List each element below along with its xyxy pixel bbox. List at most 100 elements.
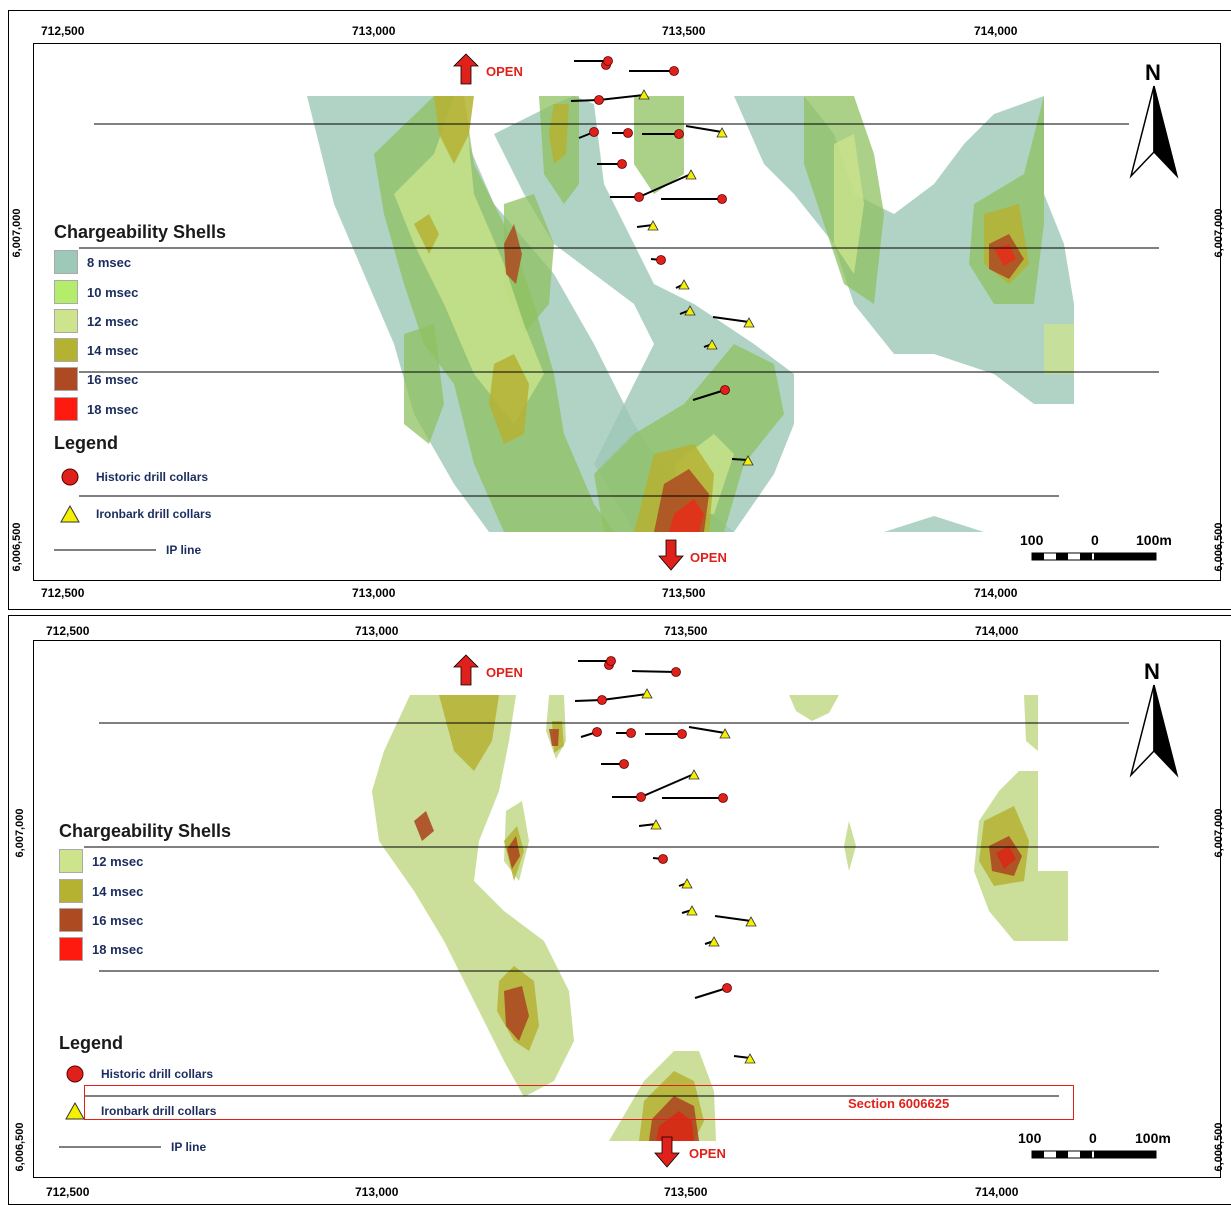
y-tick-left-2: 6,006,500 <box>11 522 23 572</box>
shells-title-top: Chargeability Shells <box>54 222 227 242</box>
section-outline <box>84 1085 1074 1120</box>
shell-label: 12 msec <box>87 313 139 329</box>
shell-row-bottom: 12 msec <box>59 849 143 873</box>
scale-mid-label-top: 0 <box>1091 532 1099 548</box>
shell-label: 10 msec <box>87 284 139 300</box>
section-label: Section 6006625 <box>848 1096 950 1111</box>
historic-collars-top <box>589 56 730 395</box>
legend-ironbark-icon <box>60 504 80 523</box>
x-tick-bottom-4: 714,000 <box>975 1185 1019 1199</box>
shell-row-top: 12 msec <box>54 309 138 333</box>
shell-label: 18 msec <box>92 941 144 957</box>
shell-row-bottom: 18 msec <box>59 937 143 961</box>
north-arrow-icon <box>1129 85 1179 179</box>
shell-18msec-bottom <box>656 846 1016 1141</box>
scale-mid-label-bottom: 0 <box>1089 1130 1097 1146</box>
x-tick-top-2: 713,000 <box>352 24 396 38</box>
map-panel-top: 712,500 713,000 713,500 714,000 712,500 … <box>8 10 1231 610</box>
scale-bar-top <box>1031 552 1157 561</box>
map-frame-bottom: Section 6006625 OPEN OPEN N 100 0 100m C… <box>33 640 1221 1178</box>
x-tick-top-2: 713,000 <box>355 624 399 638</box>
shell-swatch <box>59 879 83 903</box>
open-arrow-south-top <box>658 539 684 571</box>
shell-swatch <box>54 309 78 333</box>
shells-title-bottom: Chargeability Shells <box>59 821 232 841</box>
shell-label: 18 msec <box>87 401 139 417</box>
shell-label: 14 msec <box>87 342 139 358</box>
y-tick-left-1: 6,007,000 <box>14 808 26 858</box>
open-arrow-north-top <box>453 53 479 85</box>
y-tick-left-1: 6,007,000 <box>11 208 23 258</box>
shell-swatch <box>54 250 78 274</box>
legend-ipline-label-bottom: IP line <box>171 1140 207 1154</box>
scale-left-label-top: 100 <box>1020 532 1044 548</box>
x-tick-top-4: 714,000 <box>974 24 1018 38</box>
legend-title-bottom: Legend <box>59 1033 124 1053</box>
legend-ipline-label-top: IP line <box>166 543 202 557</box>
map-canvas-top <box>54 53 1179 571</box>
scale-right-label-top: 100m <box>1136 532 1172 548</box>
x-tick-top-3: 713,500 <box>664 624 708 638</box>
map-panel-bottom: 712,500 713,000 713,500 714,000 712,500 … <box>8 615 1231 1205</box>
open-arrow-south-bottom <box>654 1136 680 1168</box>
shell-row-top: 18 msec <box>54 397 138 421</box>
legend-historic-label-bottom: Historic drill collars <box>101 1067 214 1081</box>
x-tick-top-1: 712,500 <box>41 24 85 38</box>
open-label-north-top: OPEN <box>486 64 523 79</box>
shell-swatch <box>54 280 78 304</box>
legend-ironbark-icon <box>65 1101 85 1120</box>
north-arrow-icon <box>1129 684 1179 778</box>
open-arrow-north-bottom <box>453 654 479 686</box>
map-canvas-bottom <box>59 654 1179 1168</box>
x-tick-bottom-1: 712,500 <box>46 1185 90 1199</box>
shell-swatch <box>54 397 78 421</box>
x-tick-top-4: 714,000 <box>975 624 1019 638</box>
shell-row-bottom: 14 msec <box>59 879 143 903</box>
y-tick-left-2: 6,006,500 <box>14 1122 26 1172</box>
x-tick-bottom-4: 714,000 <box>974 586 1018 600</box>
x-tick-top-3: 713,500 <box>662 24 706 38</box>
x-tick-bottom-3: 713,500 <box>662 586 706 600</box>
open-label-south-top: OPEN <box>690 550 727 565</box>
open-label-south-bottom: OPEN <box>689 1146 726 1161</box>
shell-swatch <box>54 367 78 391</box>
shell-row-top: 8 msec <box>54 250 131 274</box>
x-tick-bottom-1: 712,500 <box>41 586 85 600</box>
shell-row-top: 14 msec <box>54 338 138 362</box>
shell-18msec-top <box>669 244 1016 532</box>
ip-lines-top <box>79 123 1159 497</box>
shell-label: 12 msec <box>92 853 144 869</box>
ip-lines-bottom <box>84 722 1159 1097</box>
shell-label: 16 msec <box>87 371 139 387</box>
north-label-top: N <box>1145 60 1161 85</box>
shell-swatch <box>59 937 83 961</box>
map-frame-top: OPEN OPEN N 100 0 100m Chargeability She… <box>33 43 1221 581</box>
x-tick-bottom-3: 713,500 <box>664 1185 708 1199</box>
shell-swatch <box>59 849 83 873</box>
shell-row-top: 10 msec <box>54 280 138 304</box>
legend-title-top: Legend <box>54 433 119 453</box>
shell-label: 14 msec <box>92 883 144 899</box>
x-tick-bottom-2: 713,000 <box>352 586 396 600</box>
scale-left-label-bottom: 100 <box>1018 1130 1042 1146</box>
historic-collars-bottom <box>592 656 732 993</box>
x-tick-bottom-2: 713,000 <box>355 1185 399 1199</box>
x-tick-top-1: 712,500 <box>46 624 90 638</box>
ironbark-collars-top <box>638 89 755 466</box>
ironbark-collars-bottom <box>641 688 757 1064</box>
shell-row-bottom: 16 msec <box>59 908 143 932</box>
legend-historic-label-top: Historic drill collars <box>96 470 209 484</box>
scale-right-label-bottom: 100m <box>1135 1130 1171 1146</box>
shell-label: 8 msec <box>87 254 132 270</box>
legend-ironbark-label-bottom: Ironbark drill collars <box>101 1104 217 1118</box>
north-label-bottom: N <box>1144 659 1160 684</box>
legend-ironbark-label-top: Ironbark drill collars <box>96 507 212 521</box>
legend-historic-icon <box>61 468 79 486</box>
shell-swatch <box>54 338 78 362</box>
scale-bar-bottom <box>1031 1150 1157 1159</box>
legend-historic-icon <box>66 1065 84 1083</box>
shell-swatch <box>59 908 83 932</box>
shell-row-top: 16 msec <box>54 367 138 391</box>
open-label-north-bottom: OPEN <box>486 665 523 680</box>
shell-label: 16 msec <box>92 912 144 928</box>
